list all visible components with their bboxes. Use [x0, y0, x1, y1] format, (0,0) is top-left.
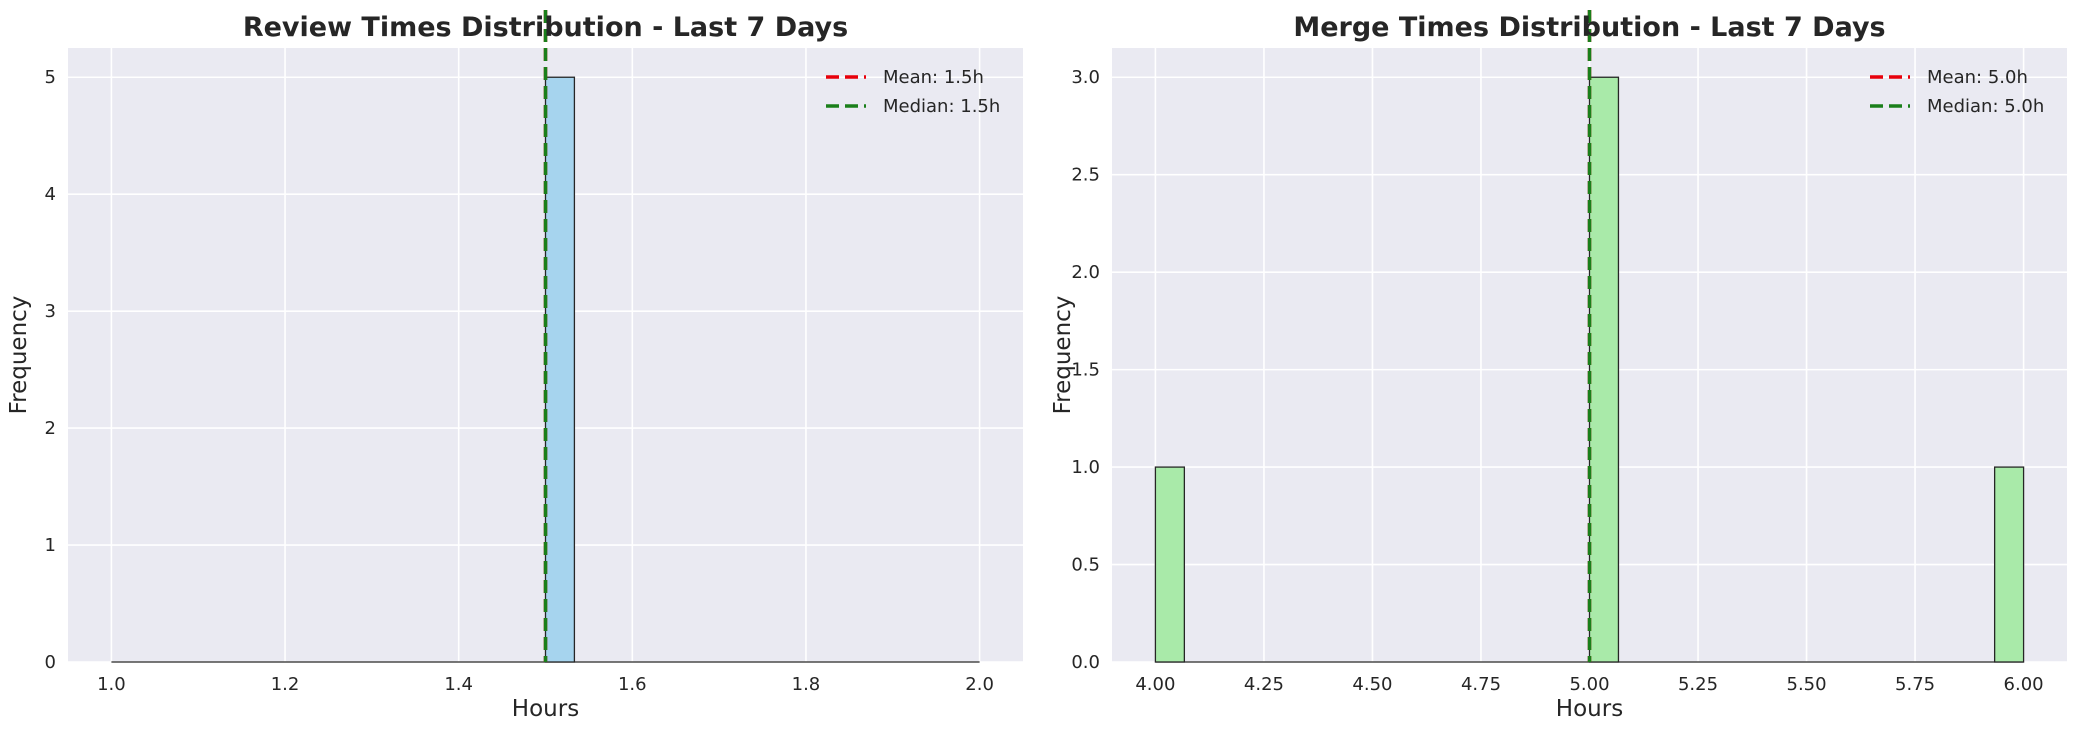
x-tick-label: 4.75	[1461, 674, 1501, 695]
x-tick-label: 5.00	[1569, 674, 1609, 695]
y-tick-label: 1.5	[1071, 360, 1100, 381]
chart-panel-merge-times: 4.00 4.25 4.50 4.75 5.00 5.25 5.50 5.75 6.00 0.0 0…	[1050, 10, 2067, 722]
chart-title: Merge Times Distribution - Last 7 Days	[1293, 12, 1885, 43]
y-tick-label: 2.5	[1071, 165, 1100, 186]
y-tick-label: 1.0	[1071, 457, 1100, 478]
legend-median-label: Median: 1.5h	[883, 96, 1000, 117]
y-tick-label: 2.0	[1071, 262, 1100, 283]
y-tick-label: 3.0	[1071, 67, 1100, 88]
x-tick-label: 1.4	[444, 674, 473, 695]
legend-median-label: Median: 5.0h	[1927, 96, 2044, 117]
x-tick-label: 1.0	[97, 674, 126, 695]
x-tick-label: 1.2	[271, 674, 300, 695]
y-axis-label: Frequency	[6, 296, 32, 415]
y-tick-label: 3	[45, 301, 56, 322]
x-tick-label: 2.0	[965, 674, 994, 695]
x-tick-label: 5.25	[1678, 674, 1718, 695]
x-axis-label: Hours	[512, 696, 579, 722]
x-tick-label: 1.6	[618, 674, 647, 695]
y-tick-label: 0	[45, 652, 56, 673]
y-tick-label: 0.0	[1071, 652, 1100, 673]
x-axis-label: Hours	[1556, 696, 1623, 722]
x-tick-label: 5.50	[1787, 674, 1827, 695]
x-tick-label: 1.8	[792, 674, 821, 695]
chart-panel-review-times: 1.0 1.2 1.4 1.6 1.8 2.0 0 1 2 3 4 5 Hours Frequency Re…	[6, 10, 1023, 722]
histogram-bar	[544, 76, 576, 663]
histogram-bar	[1993, 466, 2025, 663]
x-tick-label: 4.50	[1352, 674, 1392, 695]
legend-mean-label: Mean: 1.5h	[883, 67, 984, 88]
x-tick-label: 6.00	[2004, 674, 2044, 695]
x-tick-label: 4.00	[1135, 674, 1175, 695]
legend: Mean: 1.5h Median: 1.5h	[826, 67, 1000, 117]
y-tick-label: 1	[45, 535, 56, 556]
histogram-bar	[1588, 76, 1620, 663]
legend: Mean: 5.0h Median: 5.0h	[1870, 67, 2044, 117]
y-tick-label: 4	[45, 184, 56, 205]
histogram-bar	[1154, 466, 1186, 663]
y-tick-label: 2	[45, 418, 56, 439]
y-tick-label: 5	[45, 67, 56, 88]
x-tick-label: 5.75	[1895, 674, 1935, 695]
x-tick-label: 4.25	[1244, 674, 1284, 695]
y-tick-label: 0.5	[1071, 555, 1100, 576]
chart-title: Review Times Distribution - Last 7 Days	[243, 12, 848, 43]
y-axis-label: Frequency	[1050, 296, 1076, 415]
legend-mean-label: Mean: 5.0h	[1927, 67, 2028, 88]
